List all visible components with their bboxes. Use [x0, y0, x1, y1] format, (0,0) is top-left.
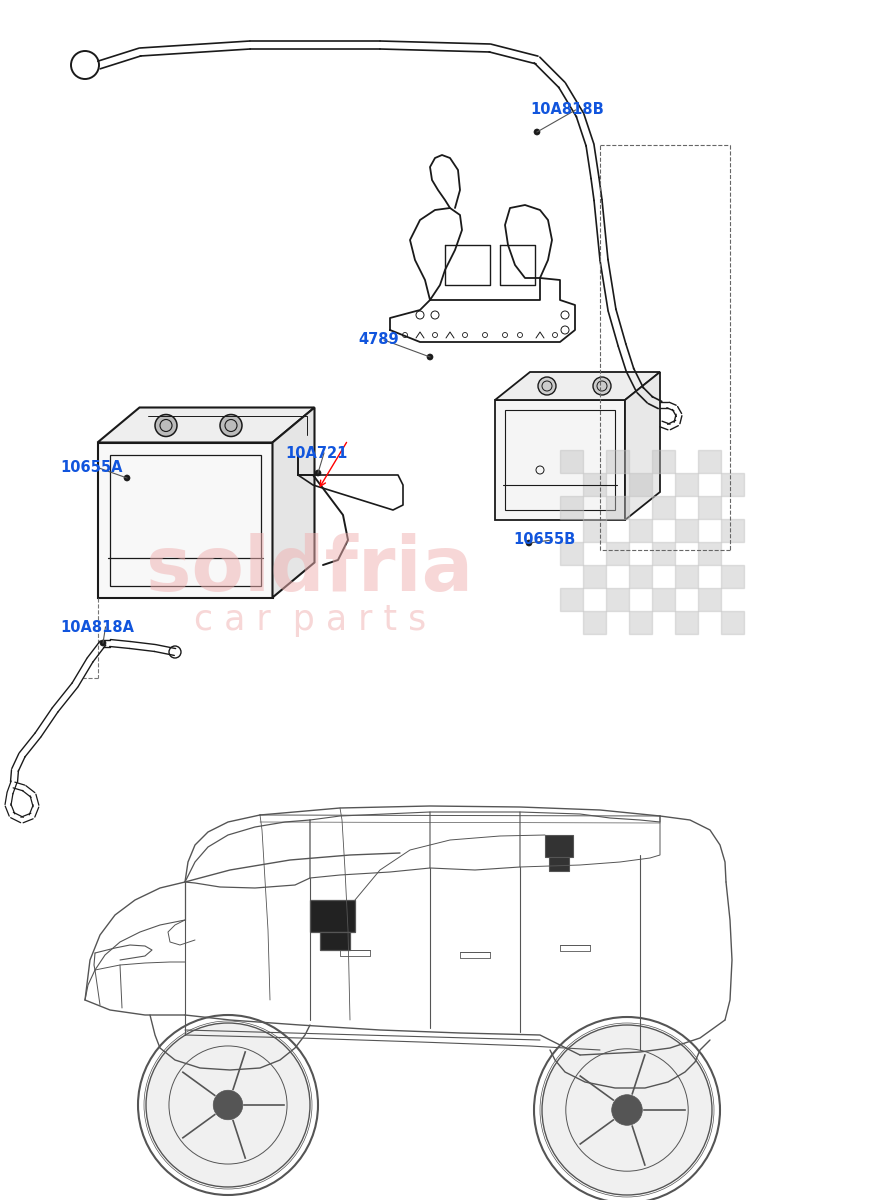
Bar: [606, 496, 629, 518]
Circle shape: [315, 470, 321, 476]
Bar: [652, 588, 675, 611]
Text: 10655A: 10655A: [60, 461, 123, 475]
Circle shape: [213, 1091, 242, 1120]
Text: 10A818A: 10A818A: [60, 619, 134, 635]
Text: c a r  p a r t s: c a r p a r t s: [194, 602, 426, 637]
Bar: [652, 450, 675, 473]
Bar: [629, 611, 652, 634]
Bar: [675, 473, 698, 496]
Circle shape: [220, 414, 242, 437]
Bar: [629, 473, 652, 496]
Bar: [698, 542, 721, 565]
Bar: [583, 473, 606, 496]
Circle shape: [612, 1094, 642, 1126]
FancyBboxPatch shape: [545, 835, 573, 857]
Polygon shape: [625, 372, 660, 520]
Bar: [583, 518, 606, 542]
Text: 4789: 4789: [358, 332, 399, 348]
Bar: [652, 542, 675, 565]
Bar: [675, 611, 698, 634]
Circle shape: [146, 1022, 310, 1187]
Bar: [652, 496, 675, 518]
Bar: [629, 565, 652, 588]
Bar: [629, 518, 652, 542]
Circle shape: [534, 128, 540, 134]
Circle shape: [542, 1025, 712, 1195]
Polygon shape: [495, 372, 660, 400]
Circle shape: [427, 354, 433, 360]
Circle shape: [538, 377, 556, 395]
Bar: [606, 450, 629, 473]
Bar: [721, 473, 744, 496]
Bar: [560, 588, 583, 611]
Bar: [583, 565, 606, 588]
Bar: [560, 496, 583, 518]
Text: soldfria: soldfria: [147, 533, 474, 607]
Bar: [721, 611, 744, 634]
Circle shape: [155, 414, 177, 437]
FancyBboxPatch shape: [549, 857, 569, 871]
Bar: [698, 450, 721, 473]
Circle shape: [526, 540, 532, 546]
Text: 10A818B: 10A818B: [530, 102, 604, 118]
FancyBboxPatch shape: [310, 900, 355, 932]
FancyBboxPatch shape: [320, 932, 350, 950]
Bar: [606, 542, 629, 565]
Bar: [560, 450, 583, 473]
FancyBboxPatch shape: [495, 400, 625, 520]
Bar: [675, 565, 698, 588]
Circle shape: [124, 475, 130, 481]
Circle shape: [593, 377, 611, 395]
Bar: [606, 588, 629, 611]
Text: 10655B: 10655B: [513, 533, 575, 547]
Bar: [721, 565, 744, 588]
Bar: [560, 542, 583, 565]
FancyBboxPatch shape: [97, 443, 273, 598]
Polygon shape: [273, 408, 315, 598]
Circle shape: [100, 640, 106, 646]
Bar: [583, 611, 606, 634]
Bar: [721, 518, 744, 542]
Text: 10A721: 10A721: [285, 445, 348, 461]
Bar: [675, 518, 698, 542]
Bar: [698, 588, 721, 611]
Bar: [698, 496, 721, 518]
Polygon shape: [97, 408, 315, 443]
